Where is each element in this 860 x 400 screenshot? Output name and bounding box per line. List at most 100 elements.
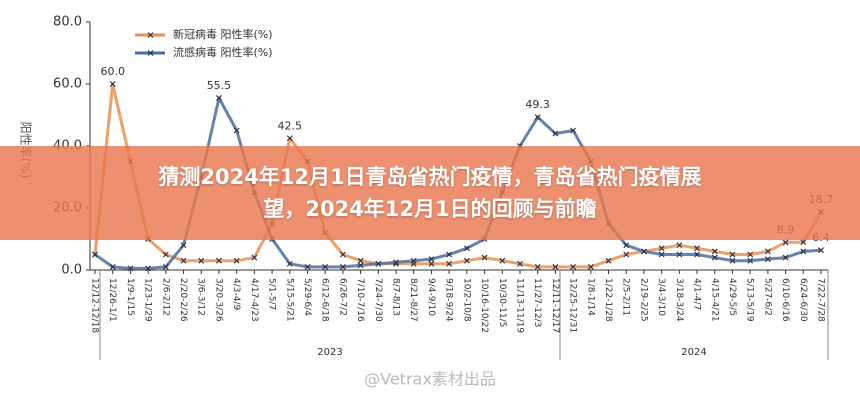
- x-tick-label: 3/4-3/10: [656, 278, 666, 316]
- data-label: 49.3: [525, 98, 550, 111]
- x-tick-label: 7/24-7/30: [373, 278, 383, 322]
- point-marker: [676, 251, 683, 258]
- point-marker: [339, 263, 346, 270]
- point-marker: [162, 263, 169, 270]
- x-tick-label: 12/11-12/17: [550, 278, 560, 333]
- point-marker: [180, 257, 187, 264]
- x-group-label: 2024: [681, 347, 706, 358]
- point-marker: [800, 239, 807, 246]
- x-tick-label: 3/18-3/24: [674, 278, 684, 322]
- point-marker: [711, 254, 718, 261]
- point-marker: [446, 260, 453, 267]
- x-tick-label: 11/27-12/3: [532, 278, 542, 327]
- x-tick-label: 4/17-4/23: [249, 278, 259, 322]
- point-marker: [92, 251, 98, 258]
- point-marker: [481, 254, 488, 261]
- x-tick-label: 4/1-4/7: [692, 278, 702, 310]
- point-marker: [587, 263, 594, 270]
- point-marker: [694, 245, 700, 252]
- x-tick-label: 8/7-8/13: [391, 278, 401, 316]
- legend-marker: [147, 32, 154, 38]
- point-marker: [658, 251, 665, 258]
- x-tick-label: 11/13-11/19: [514, 278, 524, 333]
- point-marker: [641, 248, 647, 255]
- point-marker: [109, 81, 116, 87]
- x-tick-label: 5/27-6/2: [762, 278, 772, 316]
- point-marker: [782, 254, 789, 261]
- point-marker: [322, 263, 329, 270]
- x-tick-label: 3/6-3/12: [196, 278, 206, 316]
- point-marker: [729, 257, 736, 264]
- point-marker: [747, 251, 754, 258]
- point-marker: [357, 262, 364, 269]
- point-marker: [180, 242, 187, 249]
- point-marker: [764, 256, 771, 263]
- point-marker: [162, 251, 169, 258]
- point-marker: [251, 254, 258, 261]
- point-marker: [729, 251, 736, 258]
- x-tick-label: 12/25-12/31: [568, 278, 578, 333]
- x-tick-label: 4/15-4/21: [709, 278, 719, 322]
- x-tick-label: 7/22-7/28: [816, 278, 826, 322]
- x-tick-label: 8/21-8/27: [408, 278, 418, 322]
- data-label: 42.5: [278, 119, 303, 132]
- watermark: @Vetrax素材出品: [364, 370, 496, 389]
- series-line: [93, 82, 823, 269]
- point-marker: [676, 242, 683, 249]
- x-tick-label: 1/23-1/29: [143, 278, 153, 322]
- x-tick-label: 6/12-6/18: [320, 278, 330, 322]
- y-tick-label: 80.0: [53, 15, 82, 30]
- point-marker: [499, 257, 506, 264]
- point-marker: [233, 127, 240, 134]
- point-marker: [570, 127, 577, 134]
- point-marker: [711, 248, 718, 255]
- banner-line: 望，2024年12月1日的回顾与前瞻: [263, 197, 597, 221]
- point-marker: [517, 260, 523, 267]
- x-tick-label: 10/16-10/22: [479, 278, 489, 333]
- point-marker: [233, 257, 240, 264]
- point-marker: [818, 247, 824, 254]
- point-marker: [463, 245, 470, 252]
- point-marker: [145, 265, 152, 272]
- x-tick-label: 10/2-10/8: [461, 278, 471, 322]
- point-marker: [782, 239, 789, 246]
- x-tick-label: 12/12-12/18: [90, 278, 100, 333]
- x-tick-label: 9/4-9/10: [426, 278, 436, 316]
- point-marker: [109, 263, 116, 270]
- point-marker: [552, 130, 559, 137]
- point-marker: [764, 248, 771, 255]
- point-marker: [357, 257, 364, 264]
- x-tick-label: 5/29-6/4: [302, 278, 312, 316]
- legend-label: 新冠病毒 阳性率(%): [173, 27, 273, 41]
- x-tick-label: 2/5-2/11: [621, 278, 631, 316]
- point-marker: [216, 257, 222, 264]
- legend-label: 流感病毒 阳性率(%): [173, 45, 273, 59]
- point-marker: [800, 248, 807, 255]
- y-tick-label: 0.0: [61, 263, 82, 278]
- point-marker: [393, 259, 399, 266]
- point-marker: [446, 251, 453, 258]
- data-label: 60.0: [100, 65, 125, 78]
- point-marker: [428, 256, 435, 263]
- x-tick-label: 10/30-11/5: [497, 278, 507, 327]
- point-marker: [198, 257, 205, 264]
- x-tick-label: 2/19-2/25: [638, 278, 648, 322]
- x-tick-label: 1/8-1/14: [585, 278, 595, 316]
- point-marker: [694, 251, 700, 258]
- point-marker: [570, 263, 577, 270]
- x-tick-label: 1/22-1/28: [603, 278, 613, 322]
- point-marker: [428, 260, 435, 267]
- x-group-label: 2023: [317, 347, 342, 358]
- x-tick-label: 2/6-2/12: [160, 278, 170, 316]
- point-marker: [216, 95, 222, 101]
- x-tick-label: 2/20-2/26: [178, 278, 188, 322]
- x-tick-label: 6/10-6/16: [780, 278, 790, 322]
- data-label: 55.5: [207, 79, 232, 92]
- point-marker: [286, 260, 293, 267]
- x-tick-label: 4/3-4/9: [231, 278, 241, 310]
- point-marker: [286, 135, 293, 142]
- x-tick-label: 4/29-5/5: [727, 278, 737, 316]
- point-marker: [410, 257, 417, 264]
- x-tick-label: 9/18-9/24: [444, 278, 454, 322]
